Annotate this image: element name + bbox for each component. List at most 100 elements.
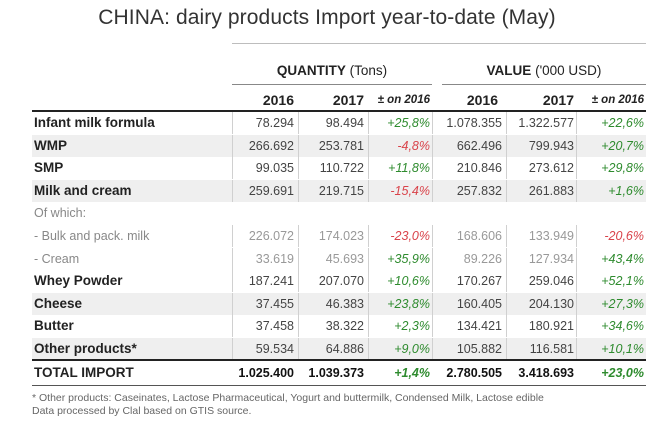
row-label: Milk and cream <box>34 182 132 198</box>
footnote-other-products: * Other products: Caseinates, Lactose Ph… <box>32 392 544 404</box>
column-separator <box>232 157 233 180</box>
header-value-2016: 2016 <box>466 92 498 108</box>
table-row: Milk and cream 259.691 219.715 -15,4% 257.83… <box>32 179 646 202</box>
total-row: TOTAL IMPORT 1.025.400 1.039.373 +1,4% 2… <box>32 362 646 384</box>
cell-quantity-2017: 45.693 <box>325 251 364 266</box>
cell-quantity-2017: 253.781 <box>318 138 364 153</box>
row-label: Other products* <box>34 341 137 356</box>
value-unit: ('000 USD) <box>535 63 602 78</box>
total-value-2017: 3.418.693 <box>518 366 574 380</box>
cell-value-change: +10,1% <box>601 342 644 356</box>
column-separator <box>432 134 433 157</box>
table-row: WMP 266.692 253.781 -4,8% 662.496 799.943 +20,… <box>32 134 646 157</box>
cell-value-2017: 127.934 <box>528 251 574 266</box>
column-separator <box>576 338 577 360</box>
table-row: Of which: <box>32 202 646 224</box>
cell-value-2016: 168.606 <box>456 229 502 243</box>
column-separator <box>298 315 299 338</box>
column-separator <box>298 112 299 134</box>
column-separator <box>298 338 299 360</box>
column-separator <box>432 338 433 360</box>
cell-value-2017: 204.130 <box>528 296 574 311</box>
cell-value-2016: 134.421 <box>456 319 502 334</box>
cell-quantity-2017: 46.383 <box>325 296 364 311</box>
column-separator <box>506 112 507 134</box>
column-separator <box>506 247 507 270</box>
column-separator <box>576 179 577 202</box>
column-separator <box>432 247 433 270</box>
column-separator <box>232 225 233 247</box>
column-separator <box>368 157 369 180</box>
column-separator <box>298 225 299 247</box>
column-separator <box>368 338 369 360</box>
column-separator <box>576 225 577 247</box>
cell-value-2016: 662.496 <box>456 138 502 153</box>
cell-quantity-change: +2,3% <box>394 319 430 334</box>
column-separator <box>232 270 233 293</box>
row-label: WMP <box>34 137 67 153</box>
column-separator <box>232 112 233 134</box>
column-separator <box>576 292 577 315</box>
column-separator <box>576 315 577 338</box>
column-separator <box>368 112 369 134</box>
header-value-change: ± on 2016 <box>591 94 644 106</box>
cell-value-change: +20,7% <box>601 138 644 153</box>
cell-quantity-2017: 174.023 <box>318 229 364 243</box>
table-row: SMP 99.035 110.722 +11,8% 210.846 273.612 +29,… <box>32 157 646 180</box>
cell-value-2017: 180.921 <box>528 319 574 334</box>
cell-value-2016: 210.846 <box>456 161 502 176</box>
column-separator <box>432 112 433 134</box>
cell-quantity-change: -23,0% <box>390 229 430 243</box>
cell-quantity-2016: 59.534 <box>255 342 294 356</box>
column-separator <box>506 338 507 360</box>
cell-value-change: +27,3% <box>601 296 644 311</box>
cell-quantity-2017: 219.715 <box>318 183 364 198</box>
cell-quantity-2017 <box>300 202 364 224</box>
column-separator <box>232 292 233 315</box>
cell-quantity-2016: 187.241 <box>248 274 294 289</box>
column-separator <box>368 270 369 293</box>
column-separator <box>506 179 507 202</box>
column-separator <box>506 270 507 293</box>
row-label: - Bulk and pack. milk <box>34 229 150 243</box>
cell-quantity-2016: 266.692 <box>248 138 294 153</box>
column-separator <box>506 134 507 157</box>
cell-quantity-2016: 37.455 <box>255 296 294 311</box>
cell-quantity-2016: 259.691 <box>248 183 294 198</box>
table-row: Whey Powder 187.241 207.070 +10,6% 170.267 25… <box>32 270 646 293</box>
column-separator <box>232 247 233 270</box>
value-group-header: VALUE ('000 USD) <box>442 63 646 78</box>
cell-value-2017: 799.943 <box>528 138 574 153</box>
column-separator <box>432 292 433 315</box>
table-row: Cheese 37.455 46.383 +23,8% 160.405 204.130 +2… <box>32 292 646 315</box>
column-separator <box>368 292 369 315</box>
quantity-group-header: QUANTITY (Tons) <box>232 63 432 78</box>
column-separator <box>232 134 233 157</box>
column-separator <box>298 247 299 270</box>
quantity-unit: (Tons) <box>349 63 388 78</box>
cell-quantity-change: -4,8% <box>397 138 430 153</box>
cell-value-2016: 257.832 <box>456 183 502 198</box>
column-separator <box>576 247 577 270</box>
cell-value-2016: 170.267 <box>456 274 502 289</box>
column-separator <box>506 225 507 247</box>
column-separator <box>576 134 577 157</box>
header-value-2017: 2017 <box>542 92 574 108</box>
cell-value-change: +34,6% <box>601 319 644 334</box>
cell-value-2016: 89.226 <box>463 251 502 266</box>
column-separator <box>576 112 577 134</box>
column-separator <box>368 134 369 157</box>
cell-value-2016 <box>432 202 502 224</box>
row-label: Of which: <box>34 206 87 221</box>
column-separator <box>432 315 433 338</box>
page-title: CHINA: dairy products Import year-to-dat… <box>98 6 556 29</box>
title-divider <box>232 43 646 44</box>
row-label: Infant milk formula <box>34 115 155 130</box>
table-row: Infant milk formula 78.294 98.494 +25,8% 1.0… <box>32 112 646 134</box>
total-quantity-2017: 1.039.373 <box>308 366 364 380</box>
total-value-2016: 2.780.505 <box>446 366 502 380</box>
total-rule <box>32 359 646 361</box>
cell-quantity-change: +9,0% <box>394 342 430 356</box>
column-separator <box>298 134 299 157</box>
column-separator <box>506 292 507 315</box>
